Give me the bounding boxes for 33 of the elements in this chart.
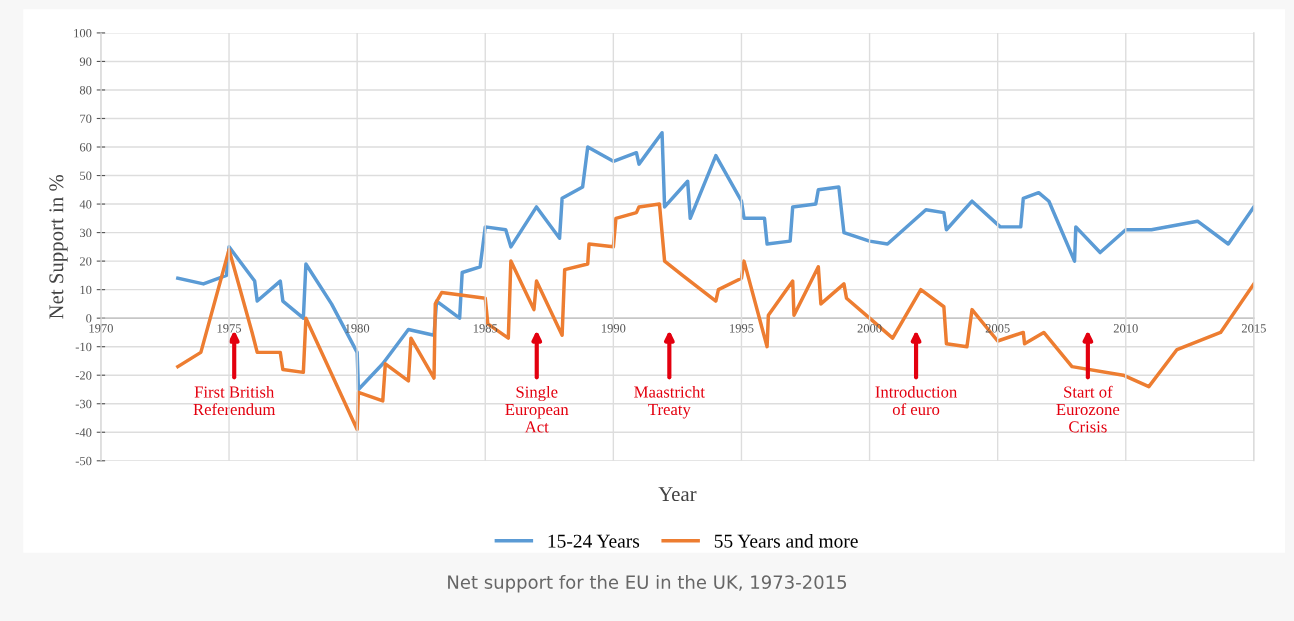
x-tick-label: 1995 bbox=[730, 324, 754, 333]
x-tick-label: 2015 bbox=[1241, 324, 1266, 333]
y-tick-label: 100 bbox=[74, 28, 92, 38]
y-tick-label: 90 bbox=[79, 57, 92, 66]
x-tick-label: 1980 bbox=[345, 324, 370, 333]
y-tick-label: 60 bbox=[79, 143, 92, 152]
annotation: Introduction of euro bbox=[875, 385, 958, 416]
y-tick-label: 40 bbox=[79, 200, 92, 209]
y-tick-label: 10 bbox=[80, 285, 92, 295]
y-tick-label: -40 bbox=[75, 428, 92, 437]
y-tick-label: 50 bbox=[80, 171, 92, 180]
y-axis-title: Net Support in % bbox=[49, 174, 68, 319]
y-tick-label: -10 bbox=[75, 342, 92, 352]
y-tick-label: -30 bbox=[75, 399, 92, 409]
y-tick-label: 70 bbox=[80, 114, 92, 123]
annotation: Start of Eurozone Crisis bbox=[1056, 385, 1120, 433]
x-axis-title: Year bbox=[658, 487, 697, 502]
annotation: First British Referendum bbox=[193, 385, 276, 416]
x-tick-label: 2010 bbox=[1113, 324, 1138, 333]
y-tick-label: 80 bbox=[79, 85, 92, 95]
y-tick-label: 30 bbox=[80, 228, 92, 238]
annotation: Single European Act bbox=[505, 385, 569, 433]
legend-label: 15-24 Years bbox=[548, 534, 640, 548]
y-tick-label: 20 bbox=[79, 257, 92, 266]
y-tick-label: -20 bbox=[75, 371, 92, 380]
x-tick-label: 1990 bbox=[601, 324, 626, 333]
x-tick-label: 1970 bbox=[89, 324, 113, 333]
y-tick-label: 0 bbox=[86, 314, 92, 323]
y-tick-label: -50 bbox=[75, 456, 92, 466]
text: Net support for the EU in the UK, 1973-2015 bbox=[448, 575, 847, 593]
annotation: Maastricht Treaty bbox=[634, 385, 705, 419]
legend-label: 55 Years and more bbox=[714, 534, 858, 548]
x-tick-label: 1975 bbox=[217, 324, 242, 333]
